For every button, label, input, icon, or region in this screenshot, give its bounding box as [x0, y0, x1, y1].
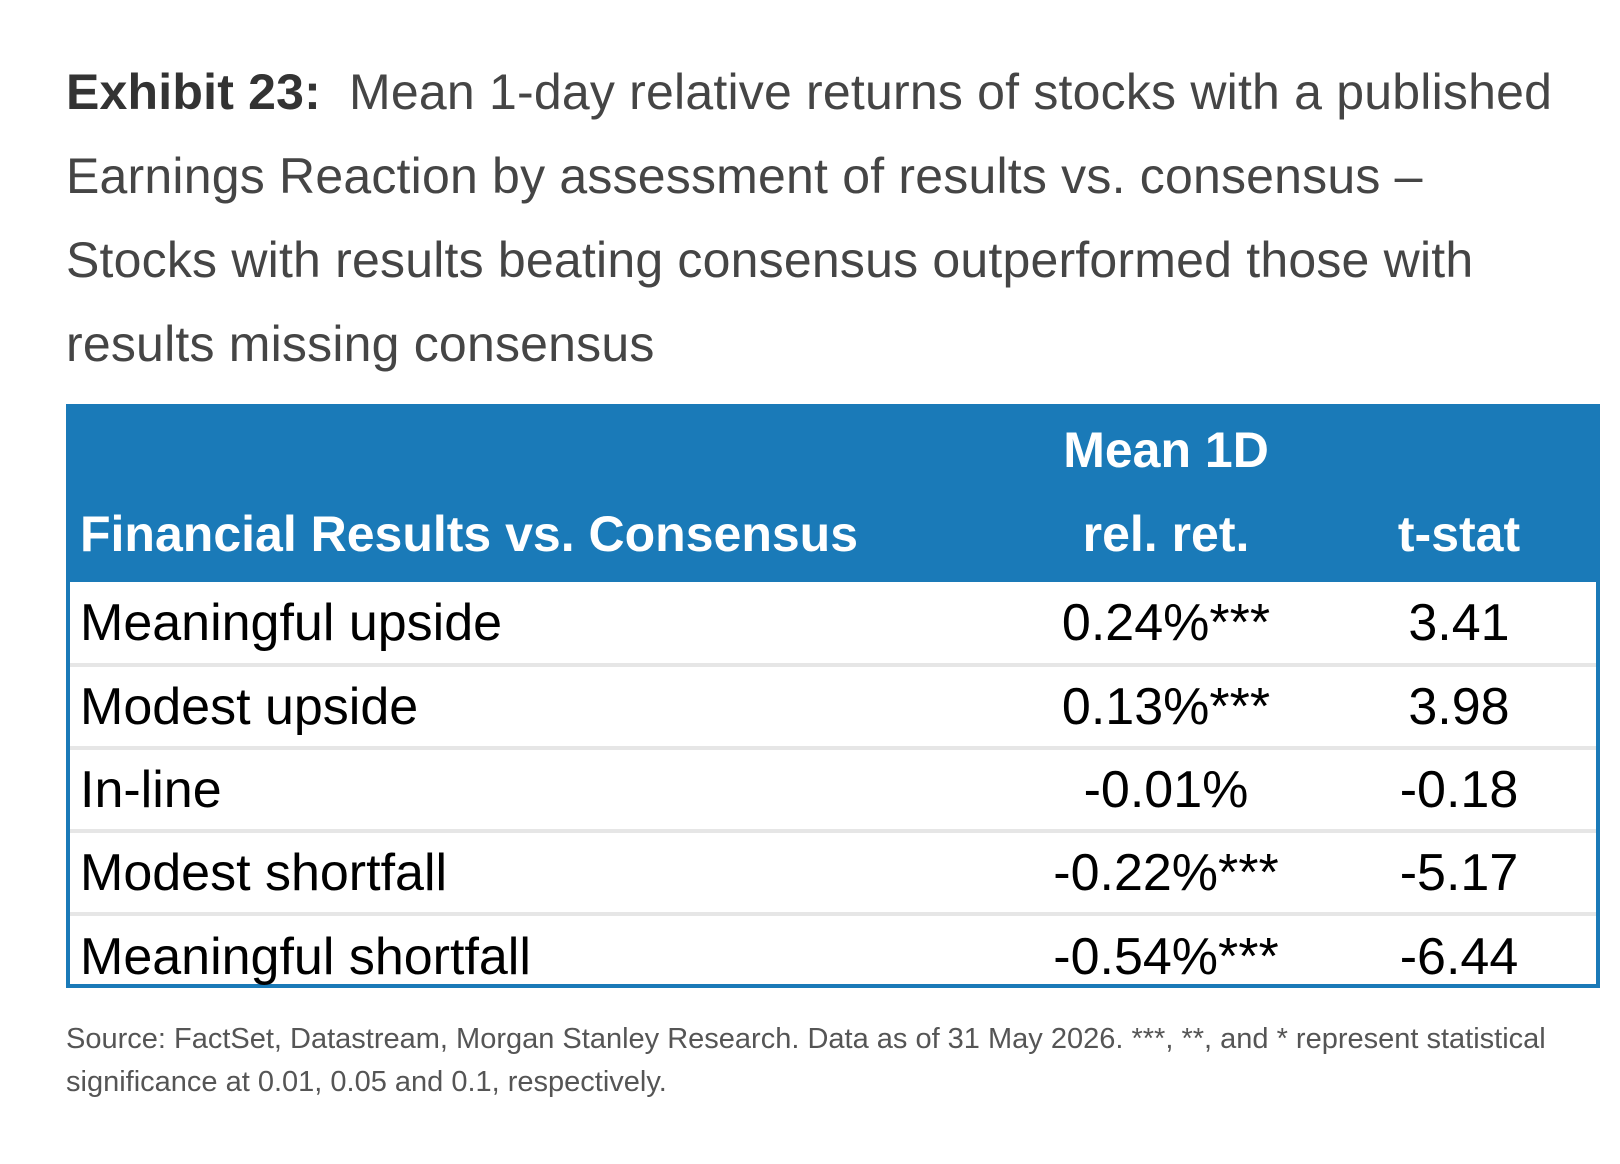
results-table: Financial Results vs. Consensus Mean 1D … [70, 408, 1596, 997]
row-label: Meaningful shortfall [80, 927, 531, 986]
row-t-stat: -6.44 [1399, 927, 1519, 986]
row-t-stat: -0.18 [1399, 760, 1519, 819]
header-financial-results: Financial Results vs. Consensus [80, 506, 859, 562]
results-table-container: Financial Results vs. Consensus Mean 1D … [66, 404, 1600, 988]
exhibit-title: Mean 1-day relative returns of stocks wi… [66, 64, 1553, 372]
row-t-stat: 3.41 [1408, 593, 1510, 652]
table-row: Meaningful shortfall -0.54%*** -6.44 [70, 914, 1596, 997]
exhibit-label: Exhibit 23: [66, 64, 322, 120]
row-label: In-line [80, 760, 222, 819]
table-row: Modest shortfall -0.22%*** -5.17 [70, 831, 1596, 914]
source-note: Source: FactSet, Datastream, Morgan Stan… [66, 1023, 1546, 1098]
row-t-stat: -5.17 [1399, 843, 1519, 902]
row-t-stat: 3.98 [1408, 677, 1510, 736]
table-row: Meaningful upside 0.24%*** 3.41 [70, 582, 1596, 665]
header-mean-1d-rel-ret: Mean 1D rel. ret. [1010, 408, 1322, 582]
exhibit-heading: Exhibit 23: Mean 1-day relative returns o… [66, 50, 1566, 386]
row-mean-rel-ret: -0.54%*** [1053, 927, 1279, 986]
row-mean-rel-ret: -0.01% [1083, 760, 1249, 819]
table-row: In-line -0.01% -0.18 [70, 748, 1596, 831]
header-mean-1d-line1: Mean 1D [1063, 422, 1269, 478]
row-label: Meaningful upside [80, 593, 503, 652]
table-row: Modest upside 0.13%*** 3.98 [70, 665, 1596, 748]
header-mean-1d-line2: rel. ret. [1082, 506, 1250, 562]
row-mean-rel-ret: -0.22%*** [1053, 843, 1279, 902]
row-mean-rel-ret: 0.13%*** [1061, 677, 1271, 736]
table-header-row: Financial Results vs. Consensus Mean 1D … [70, 408, 1596, 582]
row-label: Modest shortfall [80, 843, 448, 902]
header-t-stat: t-stat [1397, 506, 1521, 562]
row-label: Modest upside [80, 677, 419, 736]
row-mean-rel-ret: 0.24%*** [1061, 593, 1271, 652]
